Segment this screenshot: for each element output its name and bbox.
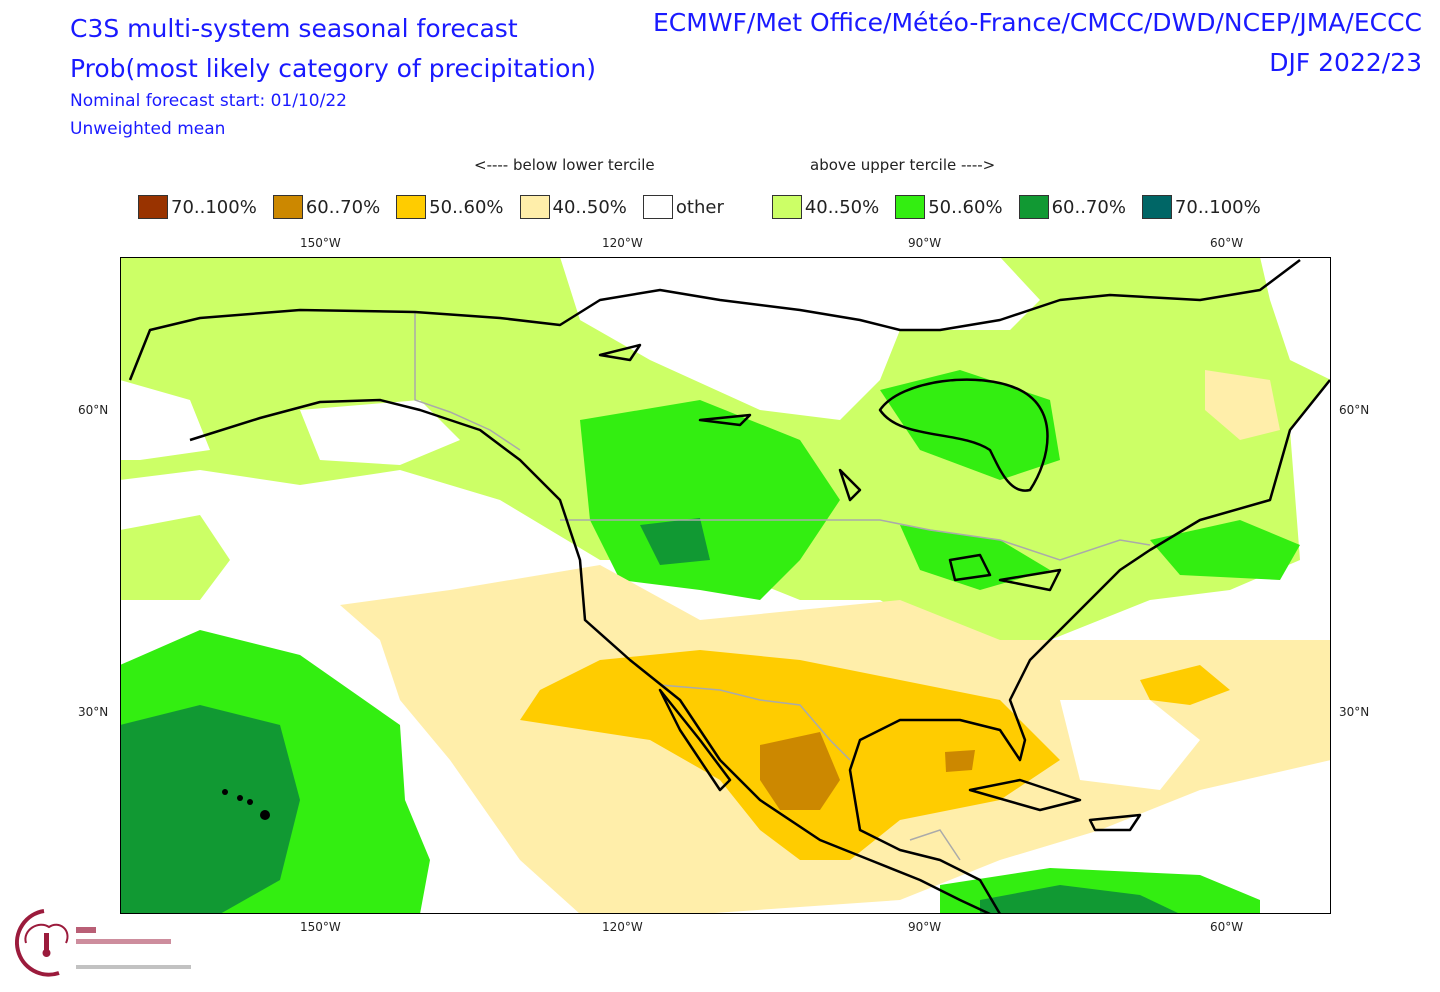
other-region bbox=[1260, 257, 1331, 380]
legend-item: 70..100% bbox=[138, 195, 257, 219]
legend-swatch bbox=[272, 195, 303, 219]
country-borders bbox=[414, 312, 1151, 861]
legend-item: other bbox=[642, 195, 724, 219]
below-tercile-label: <---- below lower tercile bbox=[474, 156, 655, 174]
below-40-50-region bbox=[1205, 370, 1280, 440]
lon-tick-bottom: 60°W bbox=[1210, 920, 1244, 934]
legend-label: 70..100% bbox=[171, 196, 257, 218]
legend-label: 70..100% bbox=[1174, 196, 1261, 218]
legend-swatch bbox=[1018, 195, 1049, 219]
below-60-70-region bbox=[945, 750, 975, 772]
below-50-60-region bbox=[1140, 665, 1230, 705]
legend-swatch bbox=[138, 195, 168, 219]
copernicus-climate-logo bbox=[14, 909, 191, 977]
lon-tick-top: 90°W bbox=[908, 236, 942, 250]
legend-item: 60..70% bbox=[272, 195, 381, 219]
other-region bbox=[1060, 700, 1200, 790]
below-60-70-region bbox=[760, 732, 840, 810]
legend-item: 60..70% bbox=[1018, 195, 1126, 219]
legend-label: 50..60% bbox=[928, 196, 1003, 218]
legend-item: 40..50% bbox=[771, 195, 880, 219]
legend-label: 40..50% bbox=[552, 196, 627, 218]
above-50-60-region bbox=[880, 370, 1060, 480]
legend-label: 60..70% bbox=[305, 196, 381, 218]
lat-tick-right: 60°N bbox=[1339, 403, 1370, 417]
season-label: DJF 2022/23 bbox=[1269, 48, 1422, 77]
legend: 70..100% 60..70% 50..60% 40..50% other 4… bbox=[138, 195, 1277, 219]
above-60-70-region bbox=[120, 705, 300, 914]
chart-title: C3S multi-system seasonal forecast bbox=[70, 14, 518, 43]
legend-item: 40..50% bbox=[519, 195, 627, 219]
above-50-60-region bbox=[580, 400, 840, 600]
legend-swatch bbox=[1141, 195, 1172, 219]
legend-label: 40..50% bbox=[804, 196, 880, 218]
lon-tick-top: 60°W bbox=[1210, 236, 1244, 250]
other-region bbox=[560, 257, 1040, 420]
centres-label: ECMWF/Met Office/Météo-France/CMCC/DWD/N… bbox=[653, 8, 1422, 37]
coastlines bbox=[128, 259, 1331, 914]
legend-item: 50..60% bbox=[396, 195, 504, 219]
lon-tick-top: 120°W bbox=[602, 236, 643, 250]
legend-swatch bbox=[642, 195, 673, 219]
legend-swatch bbox=[396, 195, 427, 219]
legend-item: 70..100% bbox=[1141, 195, 1261, 219]
above-50-60-region bbox=[1150, 520, 1300, 580]
legend-swatch bbox=[771, 195, 802, 219]
lat-tick-left: 60°N bbox=[78, 403, 109, 417]
other-region bbox=[300, 400, 460, 465]
above-40-50-region bbox=[120, 515, 230, 600]
legend-label: other bbox=[675, 196, 724, 218]
lon-tick-bottom: 90°W bbox=[908, 920, 942, 934]
lat-tick-left: 30°N bbox=[78, 705, 109, 719]
hawaii-islands bbox=[222, 789, 270, 820]
other-region bbox=[120, 380, 210, 460]
lon-tick-top: 150°W bbox=[300, 236, 341, 250]
above-60-70-region bbox=[640, 518, 710, 565]
legend-label: 60..70% bbox=[1051, 196, 1126, 218]
method-label: Unweighted mean bbox=[70, 119, 226, 139]
above-50-60-region bbox=[900, 525, 1050, 590]
above-tercile-label: above upper tercile ----> bbox=[810, 156, 996, 174]
legend-label: 50..60% bbox=[429, 196, 504, 218]
lon-tick-bottom: 120°W bbox=[602, 920, 643, 934]
lon-tick-bottom: 150°W bbox=[300, 920, 341, 934]
legend-swatch bbox=[895, 195, 926, 219]
legend-item: 50..60% bbox=[895, 195, 1003, 219]
legend-swatch bbox=[519, 195, 550, 219]
lat-tick-right: 30°N bbox=[1339, 705, 1370, 719]
forecast-start: Nominal forecast start: 01/10/22 bbox=[70, 91, 347, 111]
above-60-70-region bbox=[980, 885, 1180, 914]
chart-subtitle: Prob(most likely category of precipitati… bbox=[70, 54, 596, 83]
forecast-map bbox=[120, 257, 1331, 914]
